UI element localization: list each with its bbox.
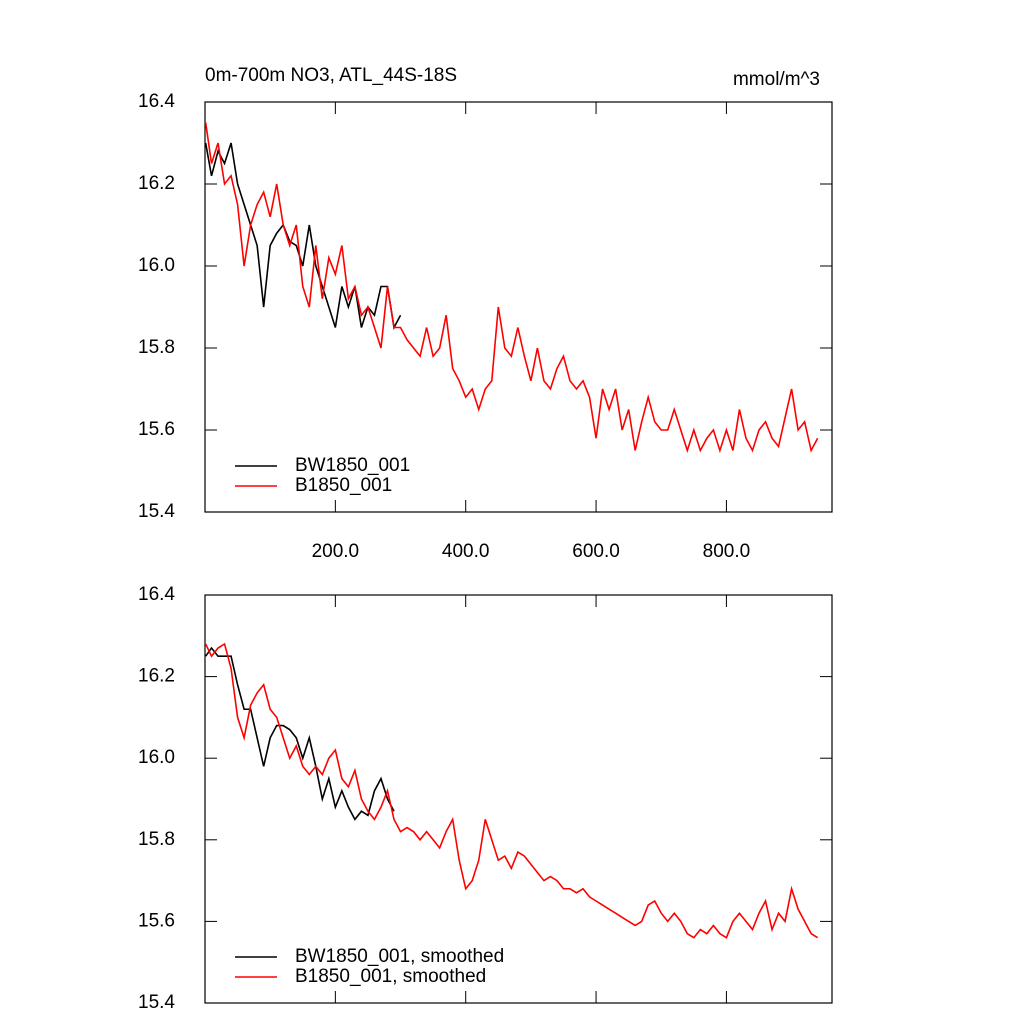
data-line [204,142,402,330]
y-tick-label: 15.6 [138,910,175,931]
units-label: mmol/m^3 [733,69,820,90]
y-tick-label: 16.2 [138,666,175,687]
legend-label: BW1850_001, smoothed [295,946,504,967]
plot-frame [204,594,833,1004]
legend-label: B1850_001 [295,475,392,496]
y-tick-label: 16.4 [138,91,175,112]
y-tick-label: 15.6 [138,419,175,440]
y-tick-label: 15.4 [138,992,175,1013]
y-tick-label: 16.4 [138,584,175,605]
y-tick-label: 15.8 [138,337,175,358]
x-tick-label: 600.0 [572,541,620,562]
y-tick-label: 16.0 [138,255,175,276]
x-tick-label: 800.0 [703,541,751,562]
y-tick-label: 16.2 [138,173,175,194]
x-tick-label: 400.0 [442,541,490,562]
legend-label: B1850_001, smoothed [295,966,486,987]
data-line [205,646,395,821]
x-tick-label: 200.0 [312,541,360,562]
data-line [204,642,819,939]
legend-label: BW1850_001 [295,455,410,476]
chart-title: 0m-700m NO3, ATL_44S-18S [205,65,457,86]
plot-frame [204,101,833,513]
y-tick-label: 15.8 [138,829,175,850]
y-tick-label: 15.4 [138,501,175,522]
data-line [204,122,819,454]
y-tick-label: 16.0 [138,747,175,768]
